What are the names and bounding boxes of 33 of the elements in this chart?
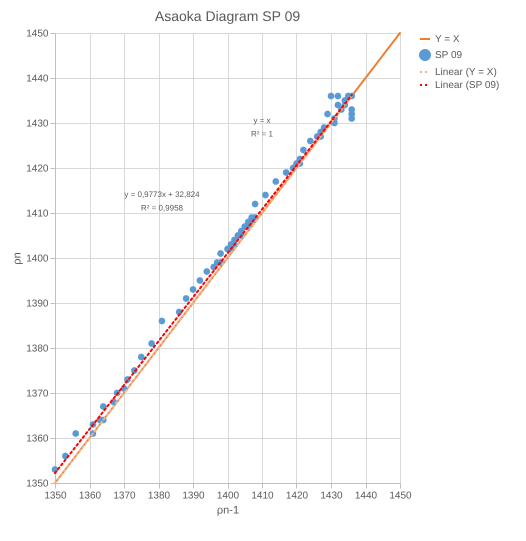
x-tick-label: 1390	[182, 490, 206, 502]
x-tick-label: 1400	[216, 490, 240, 502]
x-tick-label: 1380	[148, 490, 171, 502]
x-axis-title: ρn-1	[216, 504, 240, 516]
y-tick-label: 1440	[26, 74, 49, 84]
y-tick-label: 1400	[26, 254, 49, 264]
y-tick-label: 1430	[26, 118, 49, 130]
legend-label: Linear (Y = X)	[435, 67, 497, 78]
y-tick-label: 1450	[26, 28, 49, 40]
x-tick-label: 1360	[78, 490, 102, 502]
annotation: y = 0,9773x + 32,824	[124, 190, 200, 199]
y-tick-label: 1390	[26, 298, 49, 310]
annotation: y = x	[253, 116, 271, 125]
legend-label: Linear (SP 09)	[435, 80, 500, 91]
chart-title: Asaoka Diagram SP 09	[154, 8, 300, 24]
y-tick-label: 1420	[26, 164, 49, 174]
x-tick-label: 1440	[354, 490, 378, 502]
y-tick-label: 1380	[26, 344, 49, 354]
x-tick-label: 1410	[251, 490, 274, 502]
y-tick-label: 1350	[26, 478, 49, 490]
annotation: R² = 0,9958	[140, 204, 184, 212]
annotation: R² = 1	[250, 129, 274, 138]
x-tick-label: 1370	[113, 490, 136, 502]
legend-label: Y = X	[435, 34, 460, 45]
x-tick-label: 1450	[389, 490, 412, 502]
y-tick-label: 1360	[26, 434, 49, 444]
y-tick-label: 1370	[26, 388, 49, 400]
x-tick-label: 1350	[44, 490, 68, 502]
y-tick-label: 1410	[26, 208, 49, 220]
legend-label: SP 09	[435, 50, 462, 61]
x-tick-label: 1430	[320, 490, 344, 502]
y-axis-title: ρn	[11, 252, 24, 265]
x-tick-label: 1420	[286, 490, 309, 502]
